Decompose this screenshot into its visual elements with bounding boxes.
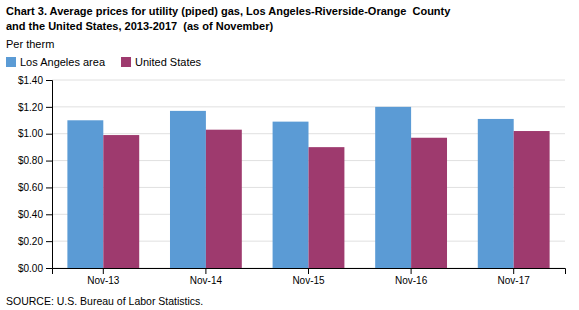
y-tick-label: $0.40 — [18, 209, 43, 220]
bar — [309, 147, 345, 268]
y-tick-mark — [46, 161, 52, 162]
y-tick-label: $0.60 — [18, 182, 43, 193]
y-tick-label: $1.40 — [18, 75, 43, 86]
y-tick-mark — [46, 187, 52, 188]
y-axis: $0.00 $0.20 $0.40 $0.60 $0.80 $1.00 $1.20 $1.40 — [18, 75, 53, 274]
x-tick-label: Nov-14 — [190, 275, 223, 286]
y-tick: $0.00 — [18, 263, 52, 274]
legend: Los Angeles area United States — [6, 56, 202, 68]
legend-label: United States — [135, 56, 202, 68]
y-tick-mark — [46, 107, 52, 108]
bar — [206, 130, 242, 268]
bar — [67, 120, 103, 268]
bar — [478, 119, 514, 268]
y-tick: $0.60 — [18, 182, 52, 193]
x-tick: Nov-16 — [395, 268, 428, 286]
x-tick-label: Nov-13 — [87, 275, 120, 286]
legend-item: Los Angeles area — [6, 56, 106, 68]
grid — [52, 80, 565, 268]
y-tick-mark — [46, 134, 52, 135]
grid-line — [52, 106, 565, 107]
y-tick-mark — [46, 80, 52, 81]
bars — [67, 107, 549, 268]
y-tick-label: $0.80 — [18, 155, 43, 166]
y-tick-label: $0.20 — [18, 236, 43, 247]
legend-label: Los Angeles area — [20, 56, 106, 68]
y-tick-label: $1.20 — [18, 102, 43, 113]
legend-swatch — [121, 57, 131, 67]
y-tick: $0.40 — [18, 209, 52, 220]
legend-swatch — [6, 57, 16, 67]
y-axis-label: Per therm — [6, 38, 54, 50]
plot: $0.00 $0.20 $0.40 $0.60 $0.80 $1.00 $1.20 $1.40… — [18, 75, 566, 286]
bar — [273, 122, 309, 268]
bar — [375, 107, 411, 268]
bar-series — [67, 107, 513, 268]
bar — [514, 131, 550, 268]
grid-line — [52, 80, 565, 81]
title: Chart 3. Average prices for utility (pip… — [6, 5, 451, 17]
source: SOURCE: U.S. Bureau of Labor Statistics. — [6, 295, 203, 307]
y-tick: $1.00 — [18, 128, 52, 139]
x-tick-label: Nov-15 — [292, 275, 325, 286]
bar — [103, 135, 139, 268]
y-axis-domain — [46, 81, 53, 269]
subtitle: and the United States, 2013-2017 (as of … — [6, 20, 273, 32]
x-tick-mark — [205, 268, 206, 274]
x-tick: Nov-14 — [190, 268, 223, 286]
x-tick-mark — [411, 268, 412, 274]
y-tick-label: $1.00 — [18, 128, 43, 139]
x-tick-label: Nov-17 — [498, 275, 531, 286]
y-tick-mark — [46, 268, 52, 269]
y-tick: $0.20 — [18, 236, 52, 247]
x-tick-mark — [308, 268, 309, 274]
y-tick: $1.40 — [18, 75, 52, 86]
x-tick: Nov-15 — [292, 268, 325, 286]
y-tick: $0.80 — [18, 155, 52, 166]
x-tick-label: Nov-16 — [395, 275, 428, 286]
y-tick: $1.20 — [18, 102, 52, 113]
x-tick: Nov-13 — [87, 268, 120, 286]
y-tick-mark — [46, 241, 52, 242]
x-tick-mark — [103, 268, 104, 274]
chart: Chart 3. Average prices for utility (pip… — [0, 0, 579, 310]
y-tick-mark — [46, 214, 52, 215]
bar — [411, 138, 447, 268]
legend-item: United States — [121, 56, 202, 68]
x-axis: Nov-13 Nov-14 Nov-15 Nov-16 Nov-17 — [53, 268, 566, 286]
bar-series — [103, 130, 549, 268]
x-tick: Nov-17 — [498, 268, 531, 286]
x-tick-mark — [513, 268, 514, 274]
bar — [170, 111, 206, 268]
y-tick-label: $0.00 — [18, 263, 43, 274]
x-axis-domain — [53, 269, 566, 275]
